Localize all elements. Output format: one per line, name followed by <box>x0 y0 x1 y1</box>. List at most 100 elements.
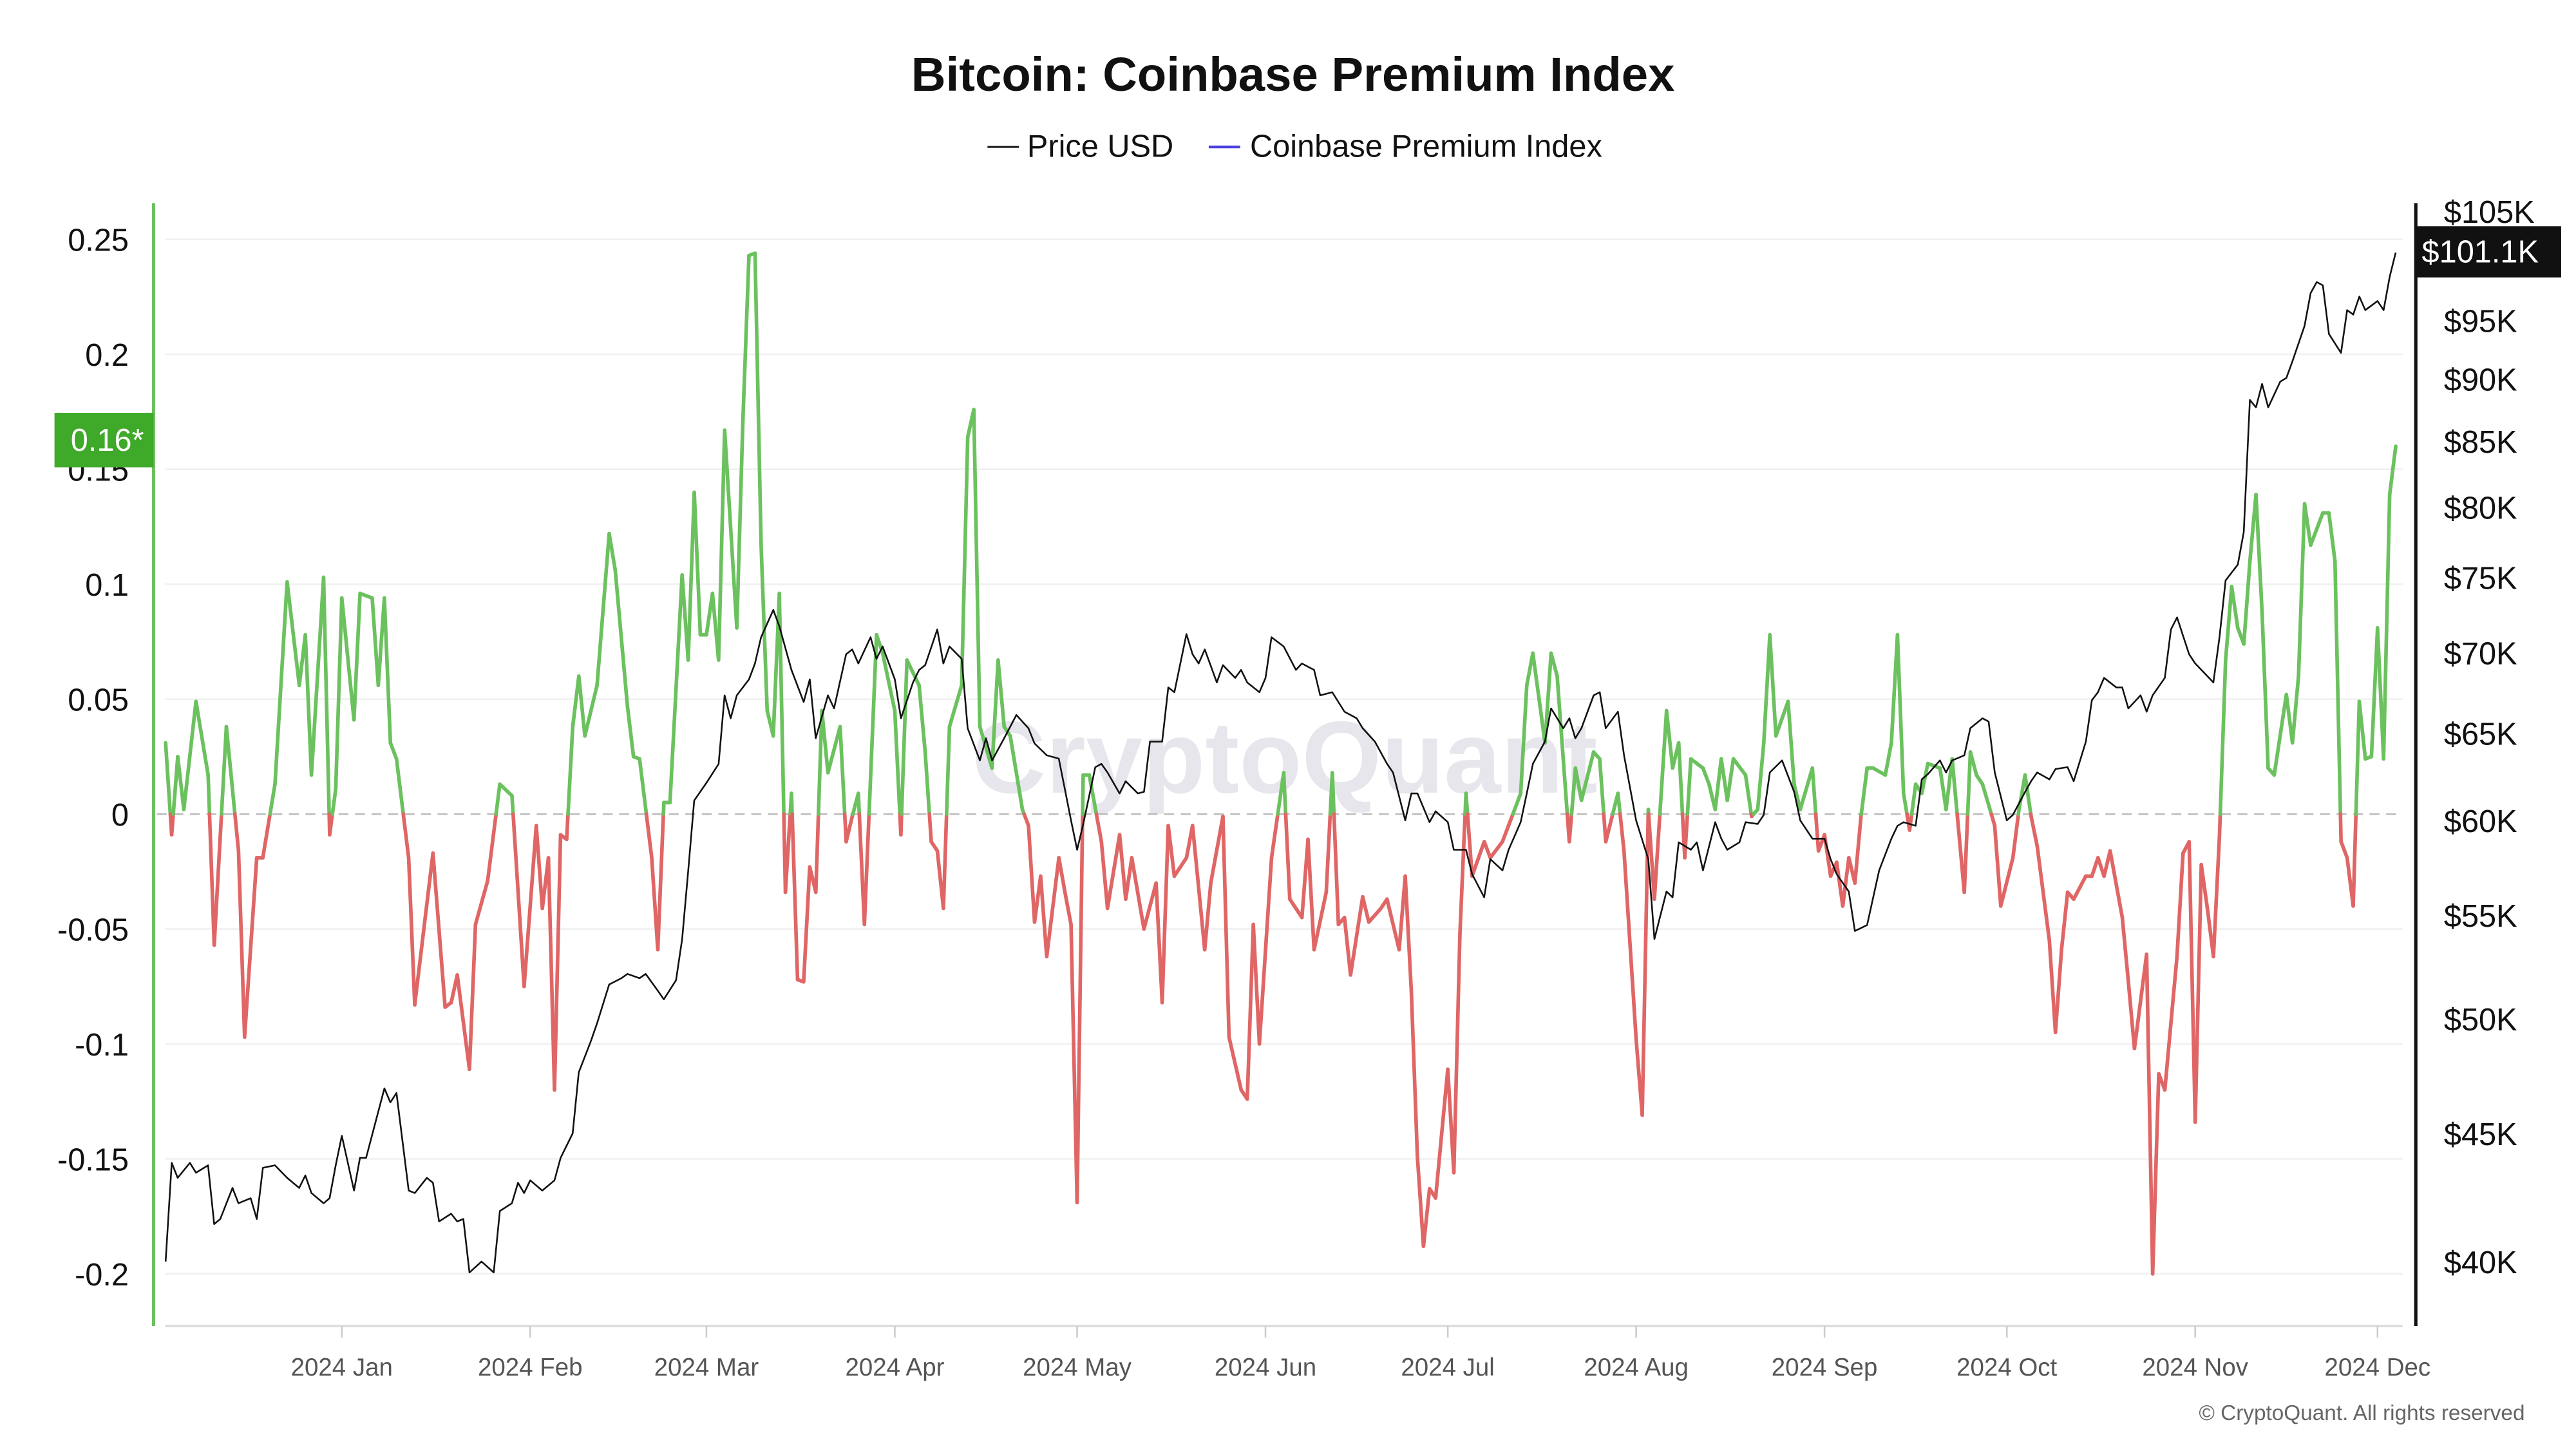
premium-series <box>164 251 2398 1276</box>
premium-segment-negative <box>328 812 334 837</box>
premium-segment-negative <box>1160 824 1170 1005</box>
premium-segment-negative <box>261 812 272 860</box>
premium-segment-positive <box>330 787 338 816</box>
y-left-tick-label: -0.2 <box>75 1258 129 1293</box>
premium-segment-positive <box>1965 750 1973 816</box>
right-value-badge: $101.1K <box>2416 226 2561 278</box>
left-value-badge: 0.16* <box>54 413 154 468</box>
premium-segment-negative <box>1045 856 1061 959</box>
premium-segment-positive <box>1713 757 1723 811</box>
premium-segment-negative <box>401 812 411 860</box>
premium-segment-negative <box>1385 897 1401 952</box>
premium-segment-positive <box>838 724 847 816</box>
premium-segment-positive <box>176 755 186 811</box>
premium-segment-negative <box>1962 812 1970 895</box>
legend-label-price: Price USD <box>1027 129 1173 164</box>
premium-segment-negative <box>1099 840 1110 911</box>
premium-segment-negative <box>862 812 871 927</box>
premium-segment-negative <box>2193 862 2203 1124</box>
premium-segment-positive <box>1555 674 1569 816</box>
y-right-tick-label: $40K <box>2444 1245 2517 1280</box>
y-right-tick-label: $70K <box>2444 636 2517 671</box>
premium-segment-negative <box>1257 856 1274 1046</box>
y-left-tick-label: 0 <box>111 798 129 833</box>
premium-segment-positive <box>613 568 630 708</box>
premium-segment-negative <box>2217 812 2222 837</box>
x-axis: 2024 Jan 2024 Feb 2024 Mar 2024 Apr 2024 May… <box>165 1325 2430 1381</box>
premium-segment-negative <box>1312 890 1329 952</box>
premium-segment-positive <box>1901 791 1909 816</box>
premium-segment-positive <box>1549 651 1559 678</box>
premium-segment-negative <box>1465 812 1474 878</box>
premium-segment-negative <box>232 812 241 853</box>
premium-segment-positive <box>716 428 727 662</box>
premium-segment-positive <box>268 782 277 816</box>
premium-segment-negative <box>644 812 654 860</box>
premium-segment-negative <box>1324 812 1332 895</box>
premium-segment-negative <box>2060 890 2070 952</box>
premium-segment-negative <box>2047 938 2058 1034</box>
premium-segment-negative <box>2035 844 2052 943</box>
premium-segment-positive <box>1731 757 1748 777</box>
premium-segment-negative <box>2339 840 2349 860</box>
premium-segment-negative <box>1027 824 1037 924</box>
premium-segment-positive <box>370 596 381 688</box>
premium-segment-negative <box>2187 840 2197 1124</box>
premium-segment-positive <box>2260 610 2270 770</box>
premium-segment-positive <box>334 596 344 791</box>
premium-segment-negative <box>236 849 247 1039</box>
premium-segment-negative <box>1470 840 1486 878</box>
premium-segment-negative <box>413 952 423 1007</box>
premium-segment-positive <box>1756 741 1766 811</box>
y-right-tick-label: $75K <box>2444 562 2517 596</box>
premium-segment-negative <box>553 833 563 1092</box>
premium-segment-positive <box>1689 757 1705 770</box>
x-tick-label: 2024 Apr <box>845 1354 944 1381</box>
premium-segment-negative <box>1853 814 1863 886</box>
premium-segment-negative <box>844 814 855 844</box>
premium-segment-negative <box>1124 856 1134 901</box>
premium-segment-positive <box>972 408 982 729</box>
y-right-tick-label: $90K <box>2444 363 2517 398</box>
premium-segment-positive <box>978 724 994 770</box>
premium-segment-negative <box>1434 1067 1450 1200</box>
premium-segment-positive <box>2023 773 2033 816</box>
premium-segment-negative <box>929 840 940 853</box>
premium-segment-positive <box>571 674 581 729</box>
premium-segment-negative <box>2211 833 2222 959</box>
premium-segment-negative <box>1172 856 1189 878</box>
premium-segment-positive <box>1926 761 1942 770</box>
premium-segment-positive <box>1676 741 1685 816</box>
premium-segment-positive <box>900 658 909 816</box>
y-left-tick-label: 0.25 <box>68 223 129 258</box>
legend-item-price[interactable]: Price USD <box>987 129 1173 164</box>
premium-segment-positive <box>607 531 618 573</box>
premium-segment-negative <box>1421 1187 1432 1248</box>
premium-segment-positive <box>1938 766 1948 811</box>
premium-segment-negative <box>1306 837 1316 952</box>
premium-segment-positive <box>2309 511 2325 547</box>
premium-segment-positive <box>1768 632 1778 738</box>
gridlines <box>156 238 2403 1275</box>
premium-segment-positive <box>1798 766 1815 811</box>
premium-segment-negative <box>1283 812 1292 901</box>
premium-segment-negative <box>2132 952 2149 1050</box>
premium-segment-negative <box>2108 849 2125 920</box>
premium-segment-positive <box>303 632 314 777</box>
premium-segment-positive <box>1810 766 1818 816</box>
premium-segment-negative <box>242 856 259 1039</box>
premium-segment-positive <box>206 773 212 816</box>
legend-item-premium[interactable]: Coinbase Premium Index <box>1208 129 1602 164</box>
right-value-badge-text: $101.1K <box>2422 235 2539 270</box>
premium-segment-positive <box>1569 766 1578 816</box>
premium-segment-negative <box>2150 1072 2161 1276</box>
y-right-tick-label: $55K <box>2444 899 2517 934</box>
premium-segment-negative <box>1190 824 1207 952</box>
premium-segment-negative <box>1683 812 1690 860</box>
y-right-tick-label: $50K <box>2444 1003 2517 1037</box>
x-tick-label: 2024 Oct <box>1956 1354 2057 1381</box>
premium-segment-negative <box>1063 890 1073 927</box>
premium-segment-positive <box>923 750 931 816</box>
premium-segment-negative <box>1908 812 1914 832</box>
premium-segment-positive <box>2369 626 2380 759</box>
